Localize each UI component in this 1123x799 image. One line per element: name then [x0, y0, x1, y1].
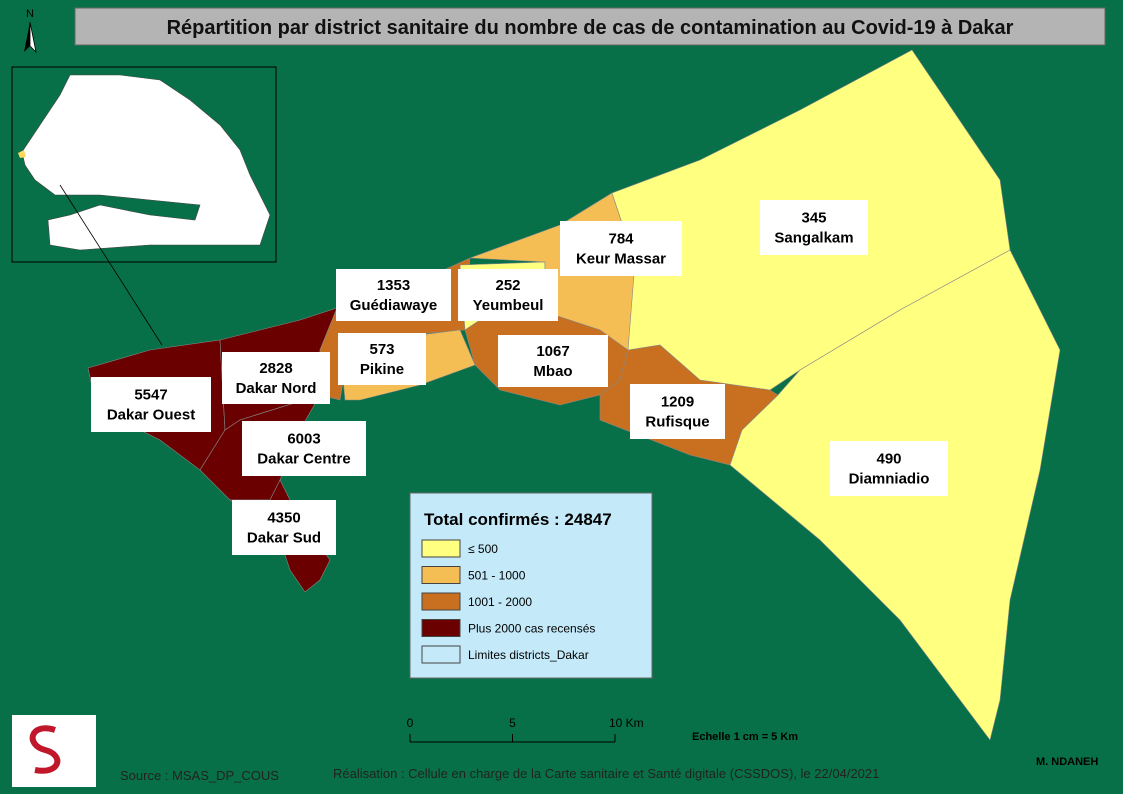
district-name: Keur Massar: [576, 251, 666, 268]
logo: [29, 725, 61, 774]
district-name: Dakar Nord: [236, 380, 317, 397]
legend-items: ≤ 500 501 - 1000 1001 - 2000 Plus 2000 cas …: [421, 539, 595, 664]
district-value: 345: [801, 210, 826, 227]
label-box: [830, 441, 948, 496]
label-box: [338, 333, 426, 385]
legend-swatch: [421, 645, 461, 664]
district-value: 784: [608, 231, 634, 248]
district-name: Dakar Centre: [257, 451, 350, 468]
scale-label: 10 Km: [609, 716, 644, 730]
label-box: [458, 269, 558, 321]
source: Source : MSAS_DP_COUS: [120, 768, 279, 783]
district-value: 5547: [134, 387, 167, 404]
district-value: 6003: [287, 431, 320, 448]
legend-label: Plus 2000 cas recensés: [468, 622, 595, 636]
legend-label: Limites districts_Dakar: [468, 648, 589, 662]
dakar-inset: [18, 150, 26, 158]
scale-bar: 0 5 10 Km: [407, 716, 644, 743]
legend-title: Total confirmés : 24847: [424, 510, 612, 529]
district-value: 2828: [259, 360, 292, 377]
legend-label: ≤ 500: [468, 542, 498, 556]
district-name: Rufisque: [645, 414, 709, 431]
district-value: 573: [369, 341, 394, 358]
title-box: [74, 7, 1106, 46]
legend-swatch: [421, 592, 461, 611]
inset-pointer: [59, 184, 163, 346]
district-name: Sangalkam: [774, 230, 853, 247]
district-name: Yeumbeul: [473, 297, 544, 314]
district-labels: 5547 Dakar Ouest 2828 Dakar Nord 6003 Dakar C…: [91, 200, 948, 555]
district-value: 252: [495, 277, 520, 294]
author: M. NDANEH: [1036, 756, 1098, 768]
district-name: Diamniadio: [849, 471, 930, 488]
legend-swatch: [421, 539, 461, 558]
district-value: 1353: [377, 277, 410, 294]
district-name: Dakar Ouest: [107, 407, 195, 424]
title: Répartition par district sanitaire du no…: [167, 17, 1014, 39]
label-box: [242, 421, 366, 476]
scale-note: Echelle 1 cm = 5 Km: [692, 731, 798, 743]
label-box: [498, 335, 608, 387]
label-box: [760, 200, 868, 255]
district-name: Mbao: [533, 363, 572, 380]
legend-label: 501 - 1000: [468, 569, 526, 583]
district-value: 490: [876, 451, 901, 468]
legend-swatch: [421, 619, 461, 637]
north-arrow: [24, 22, 30, 52]
label-box: [336, 269, 451, 321]
district-value: 1067: [536, 343, 569, 360]
district-value: 1209: [661, 394, 694, 411]
label-box: [91, 377, 211, 432]
district-name: Dakar Sud: [247, 530, 321, 547]
legend-swatch: [421, 566, 461, 584]
legend-label: 1001 - 2000: [468, 595, 532, 609]
north-arrow: [29, 21, 37, 54]
district-name: Guédiawaye: [350, 297, 438, 314]
district-value: 4350: [267, 510, 300, 527]
label-box: [232, 500, 336, 555]
scale-label: 0: [407, 716, 414, 730]
district-name: Pikine: [360, 361, 404, 378]
label-box: [630, 384, 725, 439]
senegal-inset: [21, 74, 271, 251]
label-box: [560, 221, 682, 276]
scale-label: 5: [509, 716, 516, 730]
label-box: [222, 352, 330, 404]
north-label: N: [26, 8, 34, 20]
credit: Réalisation : Cellule en charge de la Ca…: [333, 766, 879, 781]
